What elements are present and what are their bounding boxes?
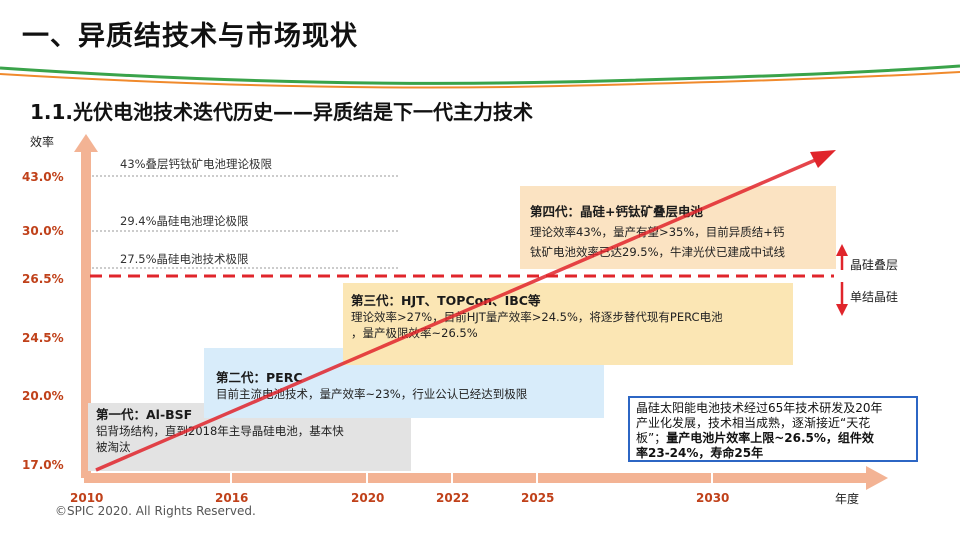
y-tick-label: 24.5% bbox=[22, 331, 64, 345]
summary-callout: 晶硅太阳能电池技术经过65年技术研发及20年 产业化发展，技术相当成熟，逐渐接近… bbox=[628, 396, 918, 462]
y-tick-label: 30.0% bbox=[22, 224, 64, 238]
x-tick-label: 2022 bbox=[436, 491, 469, 505]
reference-line-label: 29.4%晶硅电池理论极限 bbox=[120, 214, 249, 228]
summary-line: 产业化发展，技术相当成熟，逐渐接近“天花 bbox=[636, 416, 871, 430]
stage-gen4-line: 理论效率43%，量产有望>35%，目前异质结+钙 bbox=[530, 225, 785, 239]
stage-gen2-title: 第二代：PERC bbox=[216, 370, 303, 385]
x-tick-label: 2025 bbox=[521, 491, 554, 505]
x-tick-label: 2020 bbox=[351, 491, 384, 505]
header-wave-decoration bbox=[0, 64, 960, 89]
summary-line: 率23-24%，寿命25年 bbox=[636, 446, 764, 460]
summary-line: 板”；量产电池片效率上限~26.5%，组件效 bbox=[636, 431, 874, 445]
copyright-text: ©SPIC 2020. All Rights Reserved. bbox=[55, 504, 256, 518]
x-ticks bbox=[230, 470, 713, 484]
y-tick-label: 43.0% bbox=[22, 170, 64, 184]
y-tick-label: 26.5% bbox=[22, 272, 64, 286]
y-tick-label: 20.0% bbox=[22, 389, 64, 403]
divider-lower-label: 单结晶硅 bbox=[850, 290, 899, 304]
y-axis-label: 效率 bbox=[30, 134, 54, 149]
page-title: 一、异质结技术与市场现状 bbox=[22, 21, 358, 52]
y-tick-label: 17.0% bbox=[22, 458, 64, 472]
x-tick-label: 2010 bbox=[70, 491, 103, 505]
stage-gen3-box: 第三代：HJT、TOPCon、IBC等 理论效率>27%，目前HJT量产效率>2… bbox=[343, 283, 793, 365]
stage-gen2-line: 目前主流电池技术，量产效率~23%，行业公认已经达到极限 bbox=[216, 387, 528, 401]
x-axis-arrow-icon bbox=[866, 466, 888, 490]
stage-gen3-line: ，量产极限效率~26.5% bbox=[351, 326, 478, 340]
stage-gen1-line: 被淘汰 bbox=[96, 440, 131, 454]
x-tick-label: 2030 bbox=[696, 491, 729, 505]
x-axis-label: 年度 bbox=[835, 491, 859, 506]
section-subtitle: 1.1.光伏电池技术迭代历史——异质结是下一代主力技术 bbox=[30, 100, 534, 124]
stage-gen4-line: 钛矿电池效率已达29.5%，牛津光伏已建成中试线 bbox=[530, 245, 786, 259]
stage-gen4-title: 第四代：晶硅+钙钛矿叠层电池 bbox=[530, 204, 703, 219]
stage-gen3-line: 理论效率>27%，目前HJT量产效率>24.5%，将逐步替代现有PERC电池 bbox=[351, 310, 723, 324]
stage-gen3-title: 第三代：HJT、TOPCon、IBC等 bbox=[351, 293, 541, 308]
reference-line-label: 43%叠层钙钛矿电池理论极限 bbox=[120, 157, 273, 171]
divider-upper-label: 晶硅叠层 bbox=[850, 258, 899, 272]
x-tick-label: 2016 bbox=[215, 491, 248, 505]
summary-line: 晶硅太阳能电池技术经过65年技术研发及20年 bbox=[636, 401, 883, 415]
stage-gen1-line: 铝背场结构，直到2018年主导晶硅电池，基本快 bbox=[96, 424, 344, 438]
reference-line-label: 27.5%晶硅电池技术极限 bbox=[120, 252, 249, 266]
y-axis-arrow-icon bbox=[74, 134, 98, 152]
stage-gen4-box: 第四代：晶硅+钙钛矿叠层电池 理论效率43%，量产有望>35%，目前异质结+钙 … bbox=[520, 186, 836, 269]
